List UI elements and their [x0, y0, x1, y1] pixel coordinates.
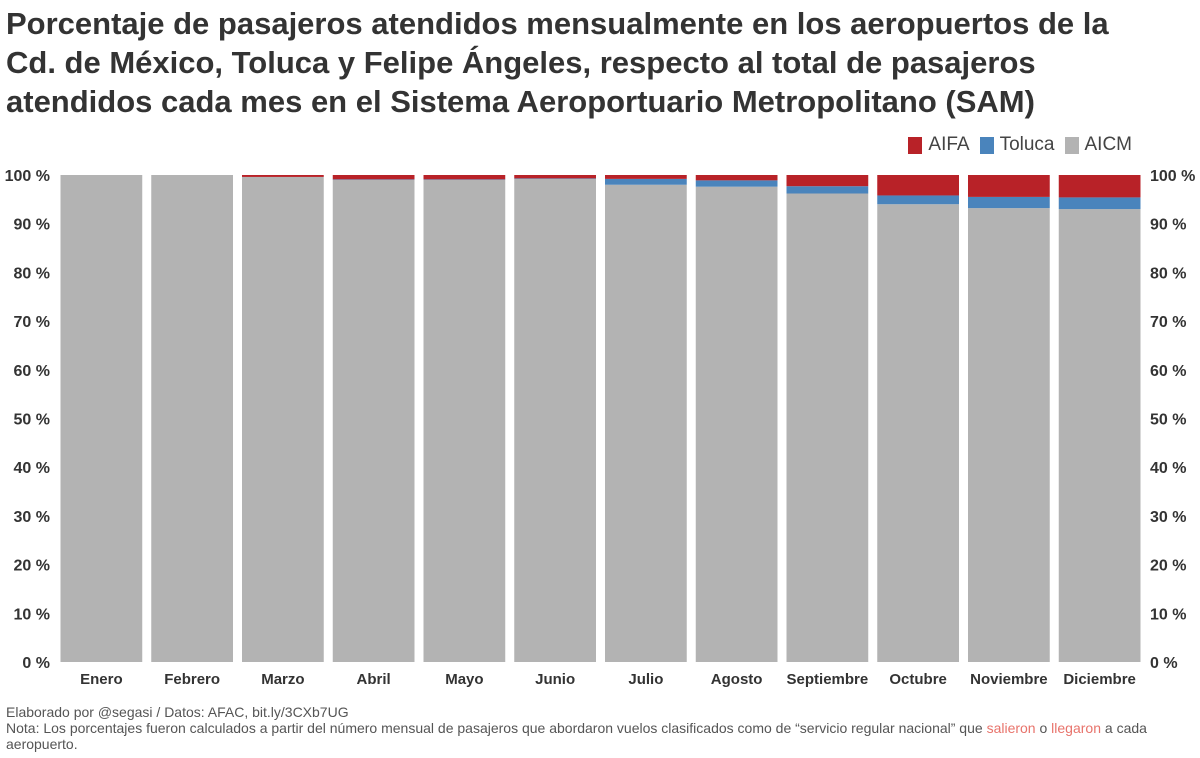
x-tick-label: Marzo	[261, 671, 304, 688]
y-tick-label-left: 90 %	[14, 217, 50, 234]
x-tick-label: Mayo	[445, 671, 483, 688]
chart-footer: Elaborado por @segasi / Datos: AFAC, bit…	[6, 704, 1196, 752]
bar-aifa-junio	[514, 175, 596, 179]
bar-aifa-julio	[605, 175, 687, 179]
footer-note-salieron: salieron	[986, 720, 1036, 736]
legend-item-toluca: Toluca	[979, 134, 1055, 156]
y-tick-label-left: 70 %	[14, 314, 50, 331]
y-tick-label-left: 10 %	[14, 606, 50, 623]
x-tick-label: Septiembre	[787, 671, 869, 688]
legend-item-aicm: AICM	[1064, 134, 1133, 156]
legend-item-aifa: AIFA	[908, 134, 970, 156]
bar-aicm-febrero	[151, 175, 233, 662]
bar-aicm-julio	[605, 184, 687, 663]
y-tick-label-right: 100 %	[1150, 168, 1195, 185]
bar-aicm-abril	[332, 179, 415, 662]
legend-swatch-aicm	[1064, 136, 1079, 154]
x-tick-label: Noviembre	[970, 671, 1048, 688]
y-tick-label-left: 80 %	[14, 265, 50, 282]
bar-aifa-septiembre	[786, 175, 869, 187]
bar-aifa-marzo	[242, 175, 324, 177]
y-tick-label-right: 90 %	[1150, 217, 1186, 234]
bar-aicm-octubre	[877, 204, 959, 662]
chart-title: Porcentaje de pasajeros atendidos mensua…	[6, 6, 1109, 119]
footer-note-mid: o	[1035, 720, 1052, 736]
y-tick-label-right: 0 %	[1150, 655, 1178, 672]
bar-aifa-abril	[332, 175, 415, 180]
footer-credit: Elaborado por @segasi / Datos: AFAC, bit…	[6, 704, 349, 720]
bar-aifa-octubre	[877, 175, 959, 196]
legend-label-aifa: AIFA	[928, 134, 970, 155]
bar-toluca-junio	[514, 178, 596, 179]
footer-note-end: a cada aeropuerto.	[6, 720, 1147, 752]
bar-toluca-abril	[332, 179, 415, 180]
legend-swatch-toluca	[979, 136, 994, 154]
y-tick-label-left: 50 %	[14, 412, 50, 429]
x-tick-label: Diciembre	[1063, 671, 1136, 688]
x-tick-label: Febrero	[164, 671, 220, 688]
x-tick-label: Octubre	[889, 671, 947, 688]
bar-aifa-agosto	[695, 175, 778, 181]
footer-note-start: Nota: Los porcentajes fueron calculados …	[6, 720, 987, 736]
bar-aicm-noviembre	[968, 208, 1050, 662]
bar-toluca-diciembre	[1058, 197, 1141, 210]
y-tick-label-left: 20 %	[14, 558, 50, 575]
y-tick-label-left: 60 %	[14, 363, 50, 380]
legend-swatch-aifa	[908, 136, 923, 154]
bar-aicm-agosto	[695, 186, 778, 663]
bar-aicm-diciembre	[1058, 209, 1141, 662]
bar-toluca-noviembre	[968, 196, 1050, 209]
y-tick-label-right: 50 %	[1150, 412, 1186, 429]
bar-aifa-diciembre	[1058, 175, 1141, 198]
bar-aicm-enero	[60, 175, 143, 662]
x-tick-label: Enero	[80, 671, 123, 688]
bar-toluca-julio	[605, 178, 687, 185]
y-tick-label-right: 20 %	[1150, 558, 1186, 575]
bar-toluca-octubre	[877, 195, 959, 205]
bar-aifa-mayo	[423, 175, 506, 180]
y-tick-label-right: 80 %	[1150, 265, 1186, 282]
footer-note: Nota: Los porcentajes fueron calculados …	[6, 720, 1196, 752]
y-tick-label-right: 10 %	[1150, 606, 1186, 623]
stacked-bar-chart: 0 % 0 % 10 % 10 % 20 % 20 % 30 % 30 % 40 % 40 % 50…	[5, 168, 1196, 688]
bar-aicm-septiembre	[786, 193, 869, 663]
bar-aicm-junio	[514, 178, 596, 662]
bar-toluca-septiembre	[786, 186, 869, 194]
bar-aifa-noviembre	[968, 175, 1050, 197]
y-tick-label-left: 30 %	[14, 509, 50, 526]
bar-aicm-mayo	[423, 179, 506, 662]
x-tick-label: Julio	[628, 671, 663, 688]
legend-label-toluca: Toluca	[999, 134, 1055, 155]
chart-legend: AIFA Toluca AICM	[898, 134, 1132, 156]
y-tick-label-right: 40 %	[1150, 460, 1186, 477]
bar-aicm-marzo	[242, 176, 324, 662]
y-tick-label-left: 0 %	[22, 655, 50, 672]
y-tick-label-left: 100 %	[5, 168, 50, 185]
y-tick-label-left: 40 %	[14, 460, 50, 477]
x-tick-label: Junio	[535, 671, 575, 688]
bar-toluca-agosto	[695, 180, 778, 187]
footer-note-llegaron: llegaron	[1051, 720, 1101, 736]
x-tick-label: Abril	[357, 671, 391, 688]
legend-label-aicm: AICM	[1084, 134, 1133, 155]
y-tick-label-right: 70 %	[1150, 314, 1186, 331]
bar-toluca-mayo	[423, 179, 506, 180]
y-tick-label-right: 60 %	[1150, 363, 1186, 380]
y-tick-label-right: 30 %	[1150, 509, 1186, 526]
x-tick-label: Agosto	[711, 671, 763, 688]
